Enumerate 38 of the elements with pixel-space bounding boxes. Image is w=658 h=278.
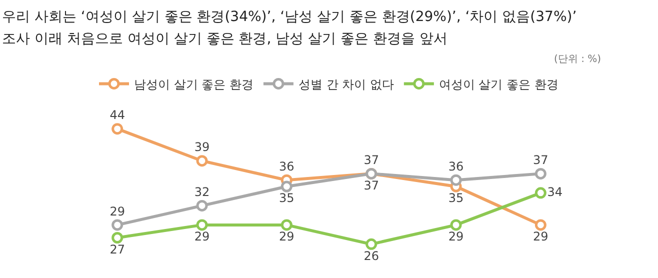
point bbox=[534, 219, 546, 231]
data-label: 39 bbox=[194, 140, 210, 154]
point bbox=[280, 180, 292, 192]
data-label: 29 bbox=[533, 230, 548, 244]
point bbox=[534, 187, 546, 199]
data-label: 27 bbox=[110, 242, 125, 256]
data-label: 35 bbox=[279, 191, 294, 206]
point bbox=[366, 238, 378, 250]
point bbox=[112, 123, 124, 135]
data-label: 37 bbox=[533, 153, 548, 168]
chart-subtitle: 조사 이래 처음으로 여성이 살기 좋은 환경, 남성 살기 좋은 환경을 앞서 bbox=[2, 31, 448, 47]
point bbox=[450, 219, 462, 231]
data-label: 29 bbox=[110, 204, 125, 218]
data-label: 26 bbox=[364, 248, 379, 263]
data-label: 37 bbox=[364, 178, 379, 192]
data-label: 29 bbox=[448, 230, 464, 244]
point bbox=[112, 232, 124, 244]
point bbox=[196, 219, 208, 231]
legend-label: 남성이 살기 좋은 환경 bbox=[134, 77, 254, 92]
data-label: 35 bbox=[448, 191, 464, 206]
data-label: 37 bbox=[364, 153, 379, 168]
legend-label: 여성이 살기 좋은 환경 bbox=[438, 77, 558, 92]
point bbox=[450, 174, 462, 186]
data-label: 29 bbox=[279, 230, 294, 244]
data-label: 34 bbox=[547, 184, 563, 199]
data-label: 36 bbox=[448, 159, 464, 174]
data-label: 29 bbox=[194, 230, 210, 244]
data-label: 44 bbox=[110, 108, 125, 122]
text: (단위 : %) bbox=[554, 54, 602, 65]
legend-label: 성별 간 차이 없다 bbox=[298, 77, 394, 92]
point bbox=[112, 219, 124, 231]
point bbox=[196, 155, 208, 167]
point bbox=[534, 168, 546, 180]
data-label: 32 bbox=[194, 185, 210, 200]
point bbox=[196, 200, 208, 212]
data-label: 36 bbox=[279, 159, 294, 174]
point bbox=[280, 219, 292, 231]
chart-title: 우리 사회는 ‘여성이 살기 좋은 환경(34%)’, ‘남성 살기 좋은 환경(29%)’, ‘차이 없음(37%)’ bbox=[2, 9, 577, 25]
